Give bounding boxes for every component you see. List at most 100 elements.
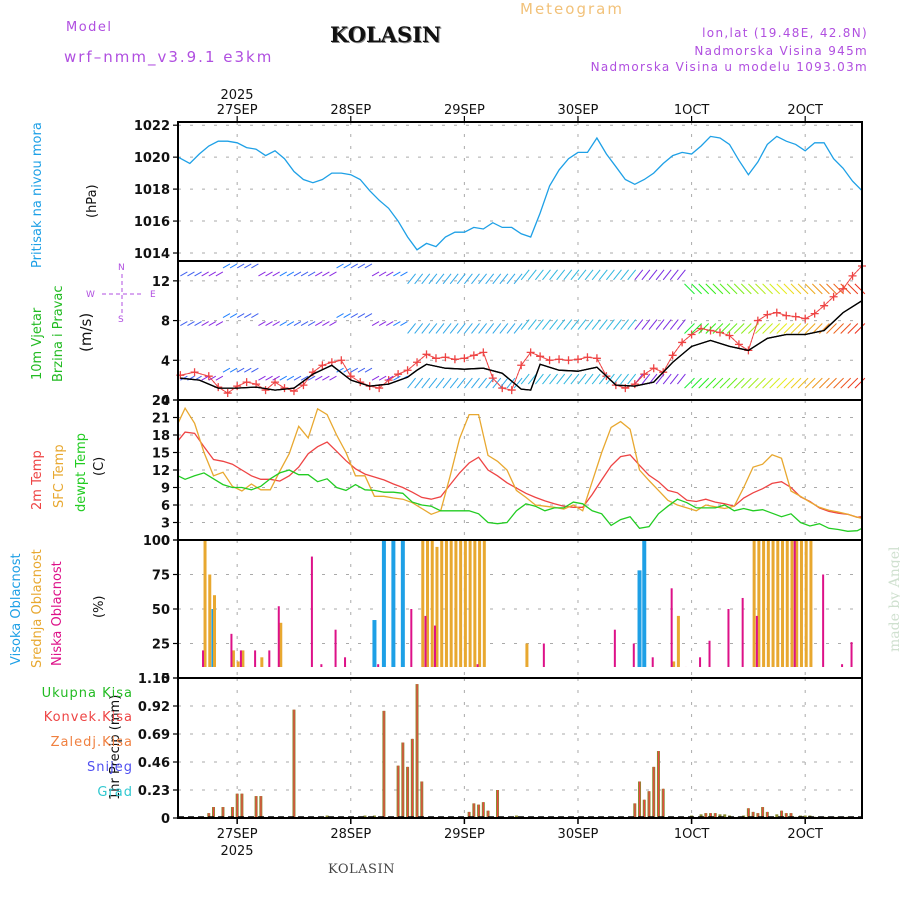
wind-barb-icon <box>527 373 537 385</box>
wind-barb-icon <box>428 323 438 334</box>
wind-barb-icon <box>840 283 852 295</box>
wind-barb-icon <box>485 323 495 334</box>
wind-barb-icon <box>627 269 637 281</box>
precip-convective-bar <box>416 684 418 818</box>
wind-barb-icon <box>485 273 495 285</box>
wind-barb-icon <box>386 375 394 381</box>
2m-temp-line <box>177 431 863 518</box>
pressure-frame <box>177 121 863 262</box>
wind-barb-icon <box>229 313 238 319</box>
wind-barb-icon <box>378 375 387 381</box>
precip-bar <box>775 814 779 818</box>
cloud-bar <box>637 570 642 667</box>
cloud-bar <box>449 540 453 667</box>
wind-barb-icon <box>854 283 866 295</box>
wind-barb-icon <box>456 273 466 285</box>
cloud-bar <box>755 615 758 667</box>
wind-barb-icon <box>733 323 745 334</box>
wind-barb-icon <box>279 375 288 381</box>
wind-barb-icon <box>244 263 252 269</box>
precip-convective-bar <box>487 810 489 818</box>
wind-barb-icon <box>790 377 802 389</box>
precip-convective-bar <box>790 813 792 818</box>
wind-barb-icon <box>534 269 544 281</box>
wind-barb-icon <box>833 377 844 389</box>
wind-barb-icon <box>740 283 752 295</box>
wind-barb-icon <box>669 373 679 385</box>
cloud-bar <box>785 540 789 667</box>
cloud-bar <box>672 661 676 667</box>
wind-barb-icon <box>208 375 217 381</box>
wind-barb-icon <box>463 377 473 389</box>
cloud-bar <box>651 657 654 667</box>
wind-barb-icon <box>527 319 537 330</box>
cloud-ytick-label: 75 <box>152 569 170 584</box>
wind-barb-icon <box>393 375 401 381</box>
wind-barb-icon <box>272 271 280 277</box>
cloud-bar <box>391 540 396 667</box>
cloud-bar <box>454 540 458 667</box>
temperature-panel: 0 3 6 9 12 15 18 21 24 <box>152 394 863 549</box>
wind-barb-icon <box>286 375 295 381</box>
precip-convective-bar <box>421 781 423 818</box>
wind-barb-icon <box>542 319 551 330</box>
wind-barb-icon <box>414 323 424 334</box>
cloud-bar <box>213 595 217 667</box>
wind-barb-icon <box>194 271 202 277</box>
wind-barb-icon <box>854 323 866 334</box>
cloud-bar <box>476 664 479 667</box>
wind-barb-icon <box>684 377 695 389</box>
wind-barb-icon <box>201 375 209 381</box>
temperature-ytick-label: 3 <box>161 517 170 532</box>
wind-barb-icon <box>187 321 195 326</box>
cloud-ytick-label: 100 <box>143 534 170 549</box>
wind-barb-icon <box>407 377 416 389</box>
wind-barb-icon <box>634 319 644 330</box>
precip-bar <box>718 814 722 818</box>
precip-convective-bar <box>710 813 712 818</box>
wind-barb-icon <box>236 367 245 373</box>
wind-barb-icon <box>272 375 280 381</box>
wind-barb-icon <box>307 321 316 326</box>
cloud-ytick-label: 0 <box>161 672 170 687</box>
precip-panel: 0 0.23 0.46 0.69 0.92 1.15 <box>138 672 863 827</box>
precip-convective-bar <box>255 796 257 818</box>
precip-convective-bar <box>785 813 787 818</box>
wind-barb-icon <box>307 375 316 381</box>
cloud-bar <box>766 540 770 667</box>
wind-barb-icon <box>258 375 266 381</box>
wind-barb-icon <box>655 319 665 330</box>
wind-barb-icon <box>478 377 487 389</box>
wind-barb-icon <box>386 321 394 326</box>
precip-convective-bar <box>241 793 243 818</box>
precip-legend-hail: Grad <box>97 785 133 800</box>
wind-barb-icon <box>279 321 288 326</box>
wind-barb-icon <box>655 269 665 281</box>
wind-barb-icon <box>265 271 273 277</box>
wind-barb-icon <box>684 283 695 295</box>
wind-barb-icon <box>229 263 238 269</box>
wind-barb-icon <box>826 377 837 389</box>
wind-barb-icon <box>435 377 445 389</box>
wind-barb-icon <box>726 323 738 334</box>
wind-barb-icon <box>180 321 188 326</box>
cloud-bar <box>459 540 463 667</box>
wind-barb-icon <box>442 273 452 285</box>
wind-barb-icon <box>840 323 852 334</box>
wind-speed-line <box>180 300 863 391</box>
gust-line-overlay <box>180 265 863 394</box>
wind-barb-icon <box>478 323 487 334</box>
wind-barb-icon <box>598 319 608 330</box>
wind-barb-icon <box>634 269 644 281</box>
dewpt-temp-line <box>177 469 863 532</box>
wind-barb-icon <box>357 263 366 269</box>
wind-barb-icon <box>705 377 717 389</box>
cloud-bar <box>809 540 813 667</box>
wind-barb-icon <box>833 323 844 334</box>
wind-barb-icon <box>364 263 373 269</box>
wind-barb-icon <box>300 375 309 381</box>
wind-barb-icon <box>350 367 359 373</box>
cloud-bar <box>482 540 486 667</box>
cloud-bar <box>632 643 635 667</box>
wind-barb-icon <box>719 323 731 334</box>
